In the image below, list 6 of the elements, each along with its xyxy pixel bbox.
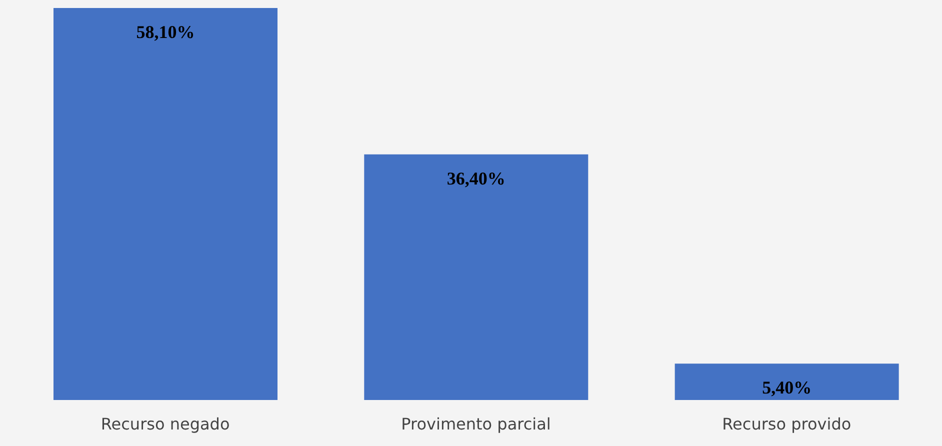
- data-label: 5,40%: [762, 378, 812, 398]
- x-tick-label: Recurso negado: [100, 414, 230, 434]
- x-tick-label: Recurso provido: [722, 414, 852, 434]
- x-tick-label: Provimento parcial: [401, 414, 551, 434]
- data-label: 58,10%: [136, 22, 195, 42]
- data-label: 36,40%: [446, 168, 506, 188]
